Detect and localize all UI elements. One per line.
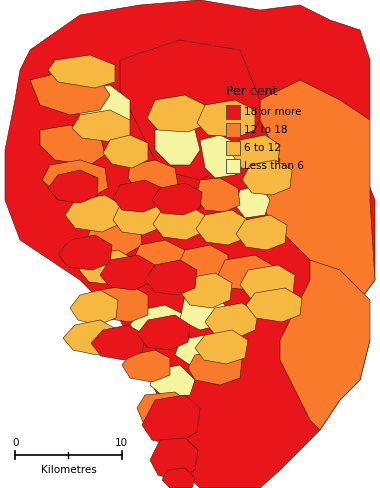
Polygon shape xyxy=(72,110,130,142)
Polygon shape xyxy=(178,245,228,282)
Polygon shape xyxy=(92,285,148,322)
Polygon shape xyxy=(65,195,122,232)
Polygon shape xyxy=(195,330,248,364)
Polygon shape xyxy=(200,135,245,178)
Polygon shape xyxy=(42,160,108,198)
Text: 0: 0 xyxy=(12,438,19,448)
Polygon shape xyxy=(58,235,112,270)
Polygon shape xyxy=(122,350,170,382)
Polygon shape xyxy=(235,185,270,218)
Polygon shape xyxy=(180,273,232,308)
Polygon shape xyxy=(242,160,292,195)
Polygon shape xyxy=(236,215,287,250)
Polygon shape xyxy=(75,85,130,130)
Polygon shape xyxy=(100,255,155,290)
Polygon shape xyxy=(150,365,195,398)
Polygon shape xyxy=(175,335,220,365)
Text: Kilometres: Kilometres xyxy=(41,465,96,475)
Polygon shape xyxy=(180,290,225,330)
Polygon shape xyxy=(103,135,148,168)
Polygon shape xyxy=(137,392,188,428)
Polygon shape xyxy=(120,40,260,180)
Text: Per cent: Per cent xyxy=(226,85,277,99)
Text: Less than 6: Less than 6 xyxy=(244,162,304,171)
Text: 12 to 18: 12 to 18 xyxy=(244,125,288,135)
Polygon shape xyxy=(30,70,110,115)
Polygon shape xyxy=(150,438,198,480)
Polygon shape xyxy=(48,55,115,88)
Bar xyxy=(226,160,240,173)
Polygon shape xyxy=(40,125,105,165)
Polygon shape xyxy=(196,210,248,245)
Polygon shape xyxy=(133,240,186,278)
Polygon shape xyxy=(280,260,370,430)
Polygon shape xyxy=(233,135,280,170)
Polygon shape xyxy=(142,395,200,445)
Polygon shape xyxy=(137,315,190,350)
Polygon shape xyxy=(240,265,295,300)
Polygon shape xyxy=(113,180,162,212)
Polygon shape xyxy=(147,95,205,132)
Polygon shape xyxy=(152,183,202,215)
Polygon shape xyxy=(113,200,162,235)
Bar xyxy=(226,105,240,120)
Bar xyxy=(226,142,240,155)
Text: 10: 10 xyxy=(115,438,128,448)
Polygon shape xyxy=(130,305,185,345)
Polygon shape xyxy=(153,205,205,240)
Polygon shape xyxy=(145,260,197,295)
Polygon shape xyxy=(218,255,272,290)
Text: 18 or more: 18 or more xyxy=(244,107,302,118)
Polygon shape xyxy=(70,290,118,325)
Polygon shape xyxy=(88,215,142,255)
Polygon shape xyxy=(91,325,145,360)
Polygon shape xyxy=(197,100,255,137)
Polygon shape xyxy=(196,178,240,212)
Polygon shape xyxy=(155,125,200,165)
Polygon shape xyxy=(128,160,178,195)
Text: 6 to 12: 6 to 12 xyxy=(244,143,281,153)
Polygon shape xyxy=(246,288,302,322)
Polygon shape xyxy=(162,468,195,488)
Bar xyxy=(226,123,240,138)
Polygon shape xyxy=(188,350,242,385)
Polygon shape xyxy=(79,250,135,285)
Polygon shape xyxy=(260,80,375,300)
Polygon shape xyxy=(5,0,375,488)
Polygon shape xyxy=(63,320,118,355)
Polygon shape xyxy=(205,303,258,338)
Polygon shape xyxy=(48,170,98,203)
